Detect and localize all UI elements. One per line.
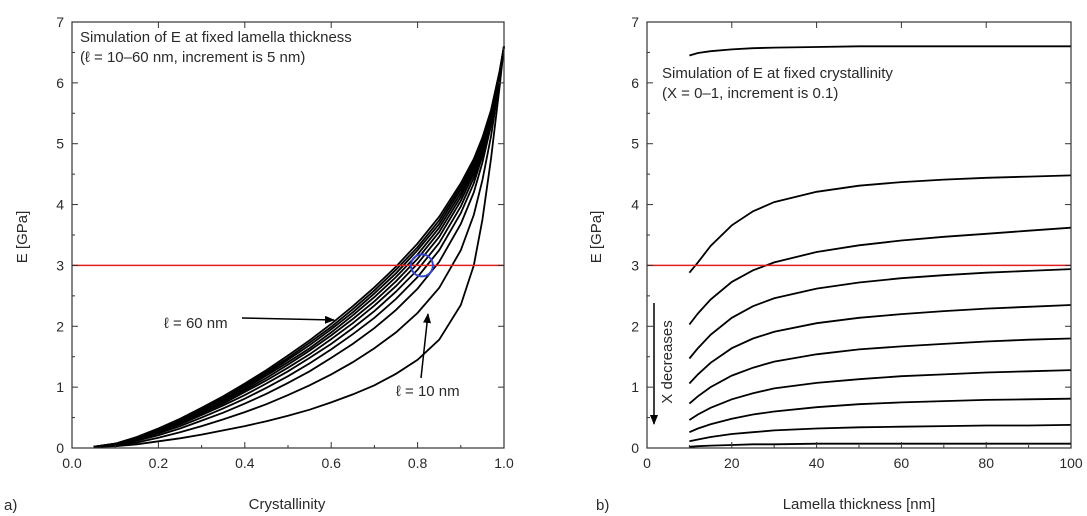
panel-b-y-tick-label: 6 xyxy=(631,75,639,91)
panel-a-x-tick-label: 1.0 xyxy=(494,455,514,471)
panel-a-y-tick-label: 0 xyxy=(56,440,64,456)
panel-a-label-60nm: ℓ = 60 nm xyxy=(164,315,228,332)
panel-b-series-5 xyxy=(688,304,1072,385)
panel-b-x-tick-label: 80 xyxy=(978,455,994,471)
panel-a-y-axis-label: E [GPa] xyxy=(14,211,31,264)
panel-a-arrow-10nm xyxy=(420,313,431,379)
panel-b-y-tick-label: 3 xyxy=(631,257,639,273)
panel-b-series-1 xyxy=(689,45,1071,57)
panel-b-x-tick-label: 40 xyxy=(809,455,825,471)
panel-a-curves xyxy=(93,46,505,448)
panel-b-series-7 xyxy=(688,369,1072,421)
panel-b-x-axis-label: Lamella thickness [nm] xyxy=(783,496,936,513)
panel-b-series-6 xyxy=(688,337,1072,405)
panel-b-y-tick-label: 1 xyxy=(631,379,639,395)
panel-a-x-tick-label: 0.2 xyxy=(149,455,169,471)
panel-b-y-tick-label: 4 xyxy=(631,197,639,213)
panel-a-y-tick-label: 7 xyxy=(56,14,64,30)
panel-a-x-tick-label: 0.6 xyxy=(321,455,341,471)
panel-b-y-tick-label: 7 xyxy=(631,14,639,30)
panel-b-x-tick-label: 0 xyxy=(643,455,651,471)
panel-b-series-9 xyxy=(689,424,1072,443)
panel-b: 0 20 40 60 80 100 0 1 2 3 4 5 6 7 Simulation of E at … xyxy=(588,14,1083,514)
panel-b-letter: b) xyxy=(596,497,609,514)
panel-a-ticks: 0.0 0.2 0.4 0.6 0.8 1.0 0 1 2 3 4 5 6 7 xyxy=(56,14,514,471)
panel-a-series-9 xyxy=(93,46,505,448)
panel-a-y-tick-label: 2 xyxy=(56,318,64,334)
panel-a-label-10nm: ℓ = 10 nm xyxy=(396,383,460,400)
panel-b-title-line2: (X = 0–1, increment is 0.1) xyxy=(662,85,838,102)
panel-a-letter: a) xyxy=(4,497,17,514)
panel-b-y-axis-label: E [GPa] xyxy=(588,211,605,264)
panel-a-title-line2: (ℓ = 10–60 nm, increment is 5 nm) xyxy=(80,49,305,66)
panel-b-x-tick-label: 60 xyxy=(894,455,910,471)
panel-a-series-11 xyxy=(93,46,505,448)
panel-a-x-tick-label: 0.0 xyxy=(62,455,82,471)
panel-b-series-3 xyxy=(688,226,1072,326)
panel-b-y-tick-label: 2 xyxy=(631,318,639,334)
panel-a-series-4 xyxy=(93,46,505,448)
panel-b-x-decreases-label: X decreases xyxy=(659,320,676,403)
panel-a-y-tick-label: 6 xyxy=(56,75,64,91)
panel-a-y-tick-label: 5 xyxy=(56,136,64,152)
panel-a-x-axis-label: Crystallinity xyxy=(249,496,326,513)
panel-a-y-tick-label: 4 xyxy=(56,197,64,213)
panel-a-x-tick-label: 0.4 xyxy=(235,455,255,471)
panel-b-title-line1: Simulation of E at fixed crystallinity xyxy=(662,65,893,82)
panel-a-series-10 xyxy=(93,46,505,448)
panel-a-title-line1: Simulation of E at fixed lamella thickne… xyxy=(80,29,352,46)
panel-a-y-tick-label: 1 xyxy=(56,379,64,395)
panel-b-x-tick-label: 100 xyxy=(1059,455,1083,471)
panel-a-series-6 xyxy=(93,46,505,448)
panel-b-series-10 xyxy=(689,442,1071,448)
panel-a-series-5 xyxy=(93,46,505,448)
panel-a-highlight-circle xyxy=(409,253,434,278)
panel-b-y-tick-label: 5 xyxy=(631,136,639,152)
panel-a: 0.0 0.2 0.4 0.6 0.8 1.0 0 1 2 3 4 5 6 7 Simulation of… xyxy=(4,14,514,514)
panel-a-x-tick-label: 0.8 xyxy=(408,455,428,471)
panel-a-series-7 xyxy=(93,46,505,448)
panel-b-x-tick-label: 20 xyxy=(724,455,740,471)
panel-a-series-8 xyxy=(93,46,505,448)
panel-b-curves xyxy=(688,45,1072,448)
panel-b-y-tick-label: 0 xyxy=(631,440,639,456)
panel-b-ticks: 0 20 40 60 80 100 0 1 2 3 4 5 6 7 xyxy=(631,14,1083,471)
panel-a-arrow-60nm xyxy=(241,315,335,324)
panel-a-y-tick-label: 3 xyxy=(56,257,64,273)
panel-b-series-2 xyxy=(688,174,1072,274)
panel-b-series-4 xyxy=(688,268,1072,360)
panel-b-series-8 xyxy=(689,397,1072,434)
